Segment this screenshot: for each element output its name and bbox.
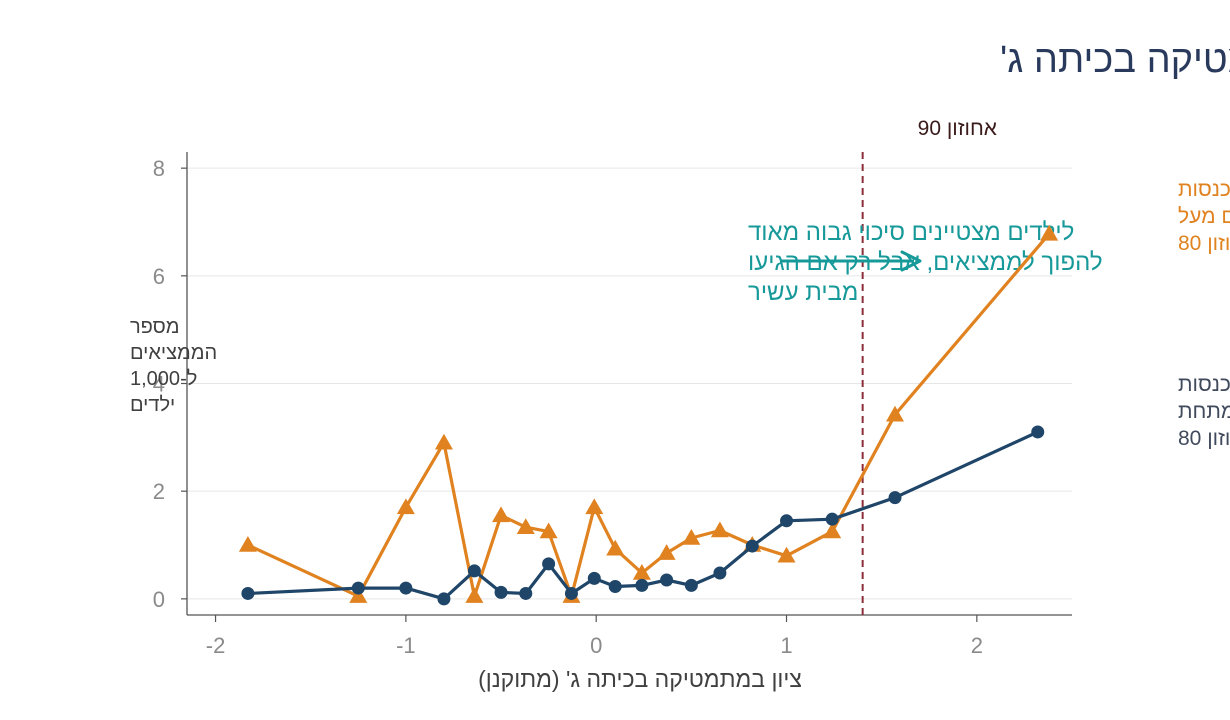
data-point-below	[564, 586, 578, 600]
y-tick-label: 8	[153, 156, 165, 181]
data-point-below	[608, 579, 622, 593]
data-point-below	[745, 539, 759, 553]
annotation-arrow-head	[900, 250, 922, 272]
x-tick-label: -2	[206, 633, 226, 658]
data-point-below	[713, 566, 727, 580]
y-tick-label: 0	[153, 587, 165, 612]
x-tick-label: -1	[396, 633, 416, 658]
data-point-above	[823, 522, 842, 539]
series-label-below: אחוזון 80	[1178, 427, 1230, 450]
x-axis-label: ציון במתמטיקה בכיתה ג' (מתוקנן)	[478, 666, 802, 692]
data-point-below	[1031, 425, 1045, 439]
data-point-above	[465, 587, 484, 603]
y-axis-label: מספר הממציאים ל-1,000 ילדים	[130, 316, 217, 416]
x-tick-label: 2	[971, 633, 983, 658]
data-point-above	[492, 506, 511, 523]
data-point-below	[467, 564, 481, 578]
data-point-below	[351, 581, 365, 595]
data-point-above	[632, 564, 651, 580]
data-point-below	[587, 571, 601, 585]
y-tick-label: 6	[153, 264, 165, 289]
data-point-below	[780, 514, 794, 528]
series-labels: הכנסות הורים מעל אחוזון 80 הכנסות הורים מתחת…	[1178, 178, 1230, 450]
data-point-above	[777, 546, 796, 563]
data-point-below	[684, 578, 698, 592]
x-tick-label: 1	[780, 633, 792, 658]
y-axis-label-line: מספר	[130, 316, 180, 338]
series-line-above	[247, 232, 1051, 598]
y-tick-label: 2	[153, 479, 165, 504]
data-point-above	[657, 544, 676, 560]
axes	[181, 152, 1072, 622]
data-point-below	[437, 592, 451, 606]
y-tick-label: 4	[153, 372, 165, 397]
series-label-below: הכנסות	[1178, 373, 1230, 396]
data-point-above	[539, 522, 558, 539]
series-line-below	[247, 430, 1039, 601]
data-point-below	[825, 512, 839, 526]
percentile-line-group: אחוזון 90	[861, 117, 997, 615]
data-point-above	[434, 433, 453, 450]
data-point-above	[396, 498, 415, 515]
data-point-below	[519, 586, 533, 600]
data-point-above	[1040, 224, 1059, 241]
data-point-above	[238, 536, 257, 552]
annotation-line: לילדים מצטיינים סיכוי גבוה מאוד	[748, 219, 1074, 246]
series-label-above: הכנסות	[1178, 178, 1230, 201]
series-label-above: אחוזון 80	[1178, 232, 1230, 255]
data-point-below	[494, 585, 508, 599]
data-point-above	[886, 405, 904, 422]
grid-lines	[187, 167, 1072, 600]
data-point-below	[635, 578, 649, 592]
data-point-above	[682, 529, 701, 545]
x-tick-label: 0	[590, 633, 602, 658]
data-point-below	[660, 573, 674, 587]
data-point-below	[241, 586, 255, 600]
series-label-above: הורים מעל	[1178, 205, 1230, 228]
percentile-90-label: אחוזון 90	[918, 117, 997, 140]
x-tick-labels: -2 -1 0 1 2	[206, 633, 983, 658]
y-axis-label-line: ילדים	[130, 394, 175, 416]
data-point-above	[606, 539, 625, 556]
data-point-above	[710, 521, 729, 538]
y-tick-labels: 0 2 4 6 8	[153, 156, 165, 612]
annotation-line: מבית עשיר	[748, 279, 858, 306]
data-point-above	[516, 518, 535, 534]
data-point-below	[888, 491, 902, 505]
data-point-above	[349, 587, 368, 603]
y-axis-label-line: ל-1,000	[130, 368, 197, 390]
chart-title: שיעור הפטנטים מול הישגים במתמטיקה בכיתה …	[1000, 39, 1230, 81]
data-point-below	[399, 581, 413, 595]
series-label-below: הורים מתחת	[1178, 400, 1230, 423]
data-point-above	[585, 498, 604, 515]
y-axis-label-line: הממציאים	[130, 342, 217, 364]
series-layer	[238, 224, 1059, 606]
data-point-below	[542, 557, 556, 571]
